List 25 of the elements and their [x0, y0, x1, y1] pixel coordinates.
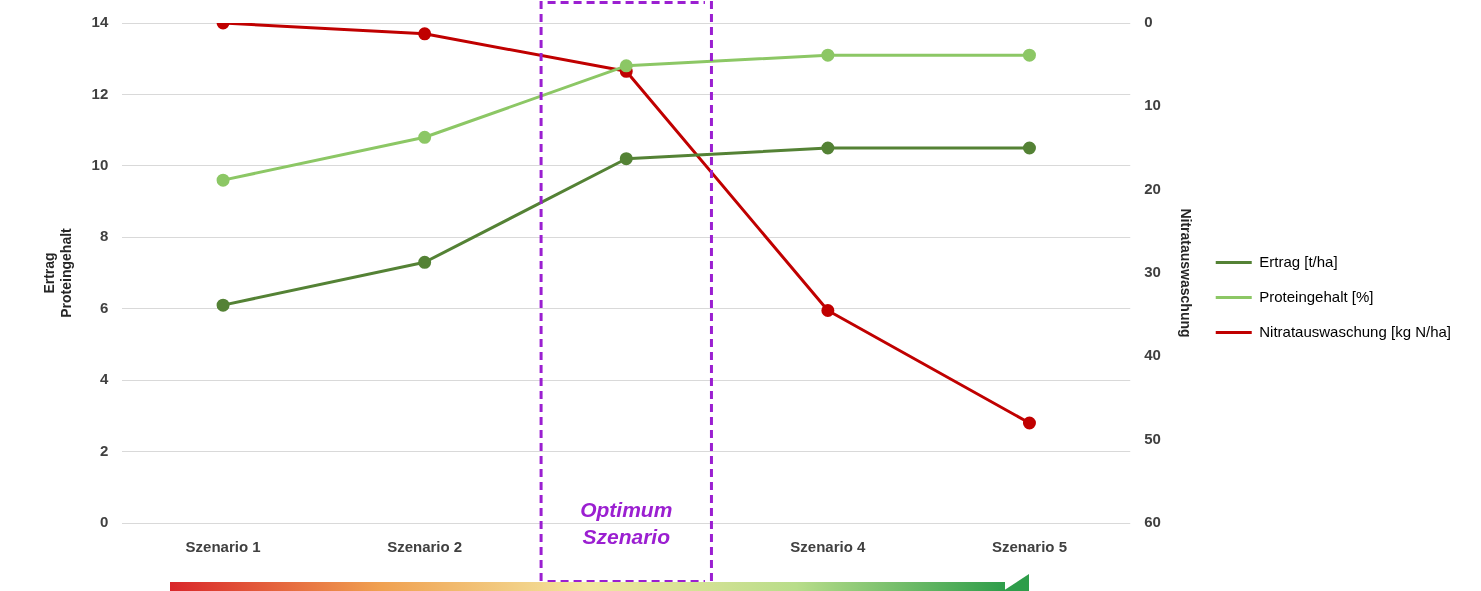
x-tick-label: Szenario 5: [991, 538, 1067, 556]
y-tick-label: 0: [99, 513, 109, 531]
y2-tick-label: 50: [1144, 429, 1161, 447]
y2-tick-label: 30: [1144, 263, 1161, 281]
legend-label: Nitratauswaschung [kg N/ha]: [1259, 322, 1451, 340]
y2-tick-label: 20: [1144, 179, 1161, 197]
legend-label: Ertrag [t/ha]: [1259, 252, 1338, 270]
x-tick-label: Szenario 2: [387, 538, 463, 556]
y-tick-label: 12: [91, 84, 109, 102]
x-tick-label: Szenario 4: [790, 538, 867, 556]
y-tick-label: 2: [99, 441, 109, 459]
annotation: Optimum Szenario: [580, 498, 673, 548]
x-tick-label: Szenario 1: [185, 538, 261, 556]
y-tick-label: 4: [99, 370, 109, 388]
y-tick-label: 8: [99, 227, 109, 245]
y2-tick-label: 10: [1144, 96, 1161, 114]
y-tick-label: 6: [99, 298, 109, 316]
y-tick-label: 10: [91, 156, 109, 173]
y2-tick-label: 40: [1144, 346, 1161, 364]
legend-label: Proteingehalt [%]: [1259, 287, 1374, 305]
y-axis-title: Ertrag Proteingehalt: [41, 227, 75, 318]
y-tick-label: 14: [91, 13, 109, 31]
y2-tick-label: 60: [1144, 513, 1161, 531]
y2-tick-label: 0: [1144, 13, 1153, 31]
y2-axis-title: Nitratauswaschung: [1178, 208, 1195, 338]
